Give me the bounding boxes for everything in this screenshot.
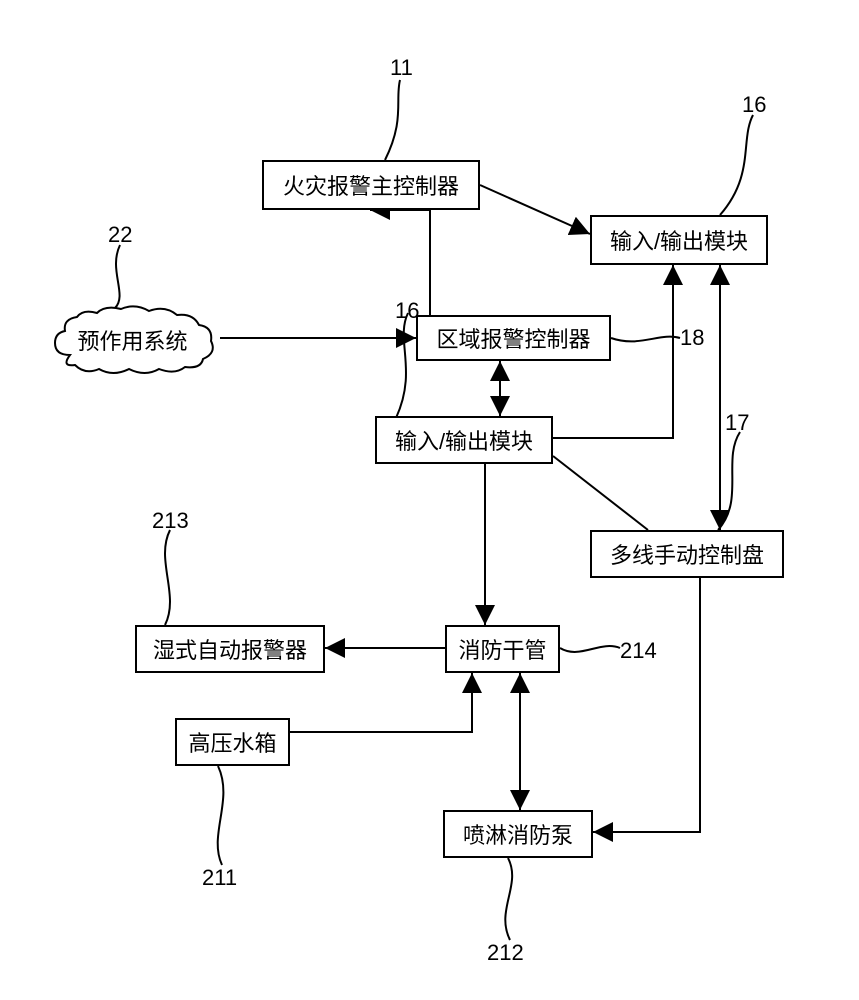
fire-alarm-main-controller: 火灾报警主控制器 [262, 160, 480, 210]
zone-alarm-controller-label: 区域报警控制器 [436, 322, 590, 354]
sprinkler-fire-pump: 喷淋消防泵 [443, 810, 593, 858]
io-module-top-label: 输入/输出模块 [610, 224, 748, 256]
connections-layer [0, 0, 859, 1000]
high-pressure-tank: 高压水箱 [175, 718, 290, 766]
ref-17: 17 [725, 410, 749, 436]
io-module-mid-label: 输入/输出模块 [395, 424, 533, 456]
high-pressure-tank-label: 高压水箱 [188, 726, 276, 758]
preaction-system-label: 预作用系统 [77, 324, 187, 356]
ref-22: 22 [108, 222, 132, 248]
multiline-manual-panel: 多线手动控制盘 [590, 530, 784, 578]
ref-18: 18 [680, 325, 704, 351]
multiline-manual-panel-label: 多线手动控制盘 [610, 538, 764, 570]
fire-alarm-main-controller-label: 火灾报警主控制器 [283, 169, 459, 201]
io-module-mid: 输入/输出模块 [375, 416, 553, 464]
ref-211: 211 [202, 865, 237, 891]
preaction-system-cloud: 预作用系统 [45, 305, 220, 375]
ref-16-top: 16 [742, 92, 766, 118]
ref-212: 212 [487, 940, 524, 966]
sprinkler-fire-pump-label: 喷淋消防泵 [463, 818, 573, 850]
wet-auto-alarm: 湿式自动报警器 [135, 625, 325, 673]
ref-11: 11 [390, 55, 413, 81]
wet-auto-alarm-label: 湿式自动报警器 [153, 633, 307, 665]
fire-riser: 消防干管 [445, 625, 560, 673]
ref-213: 213 [152, 508, 189, 534]
ref-16-mid: 16 [395, 298, 419, 324]
ref-214: 214 [620, 638, 657, 664]
fire-riser-label: 消防干管 [458, 633, 546, 665]
io-module-top: 输入/输出模块 [590, 215, 768, 265]
zone-alarm-controller: 区域报警控制器 [416, 315, 611, 361]
